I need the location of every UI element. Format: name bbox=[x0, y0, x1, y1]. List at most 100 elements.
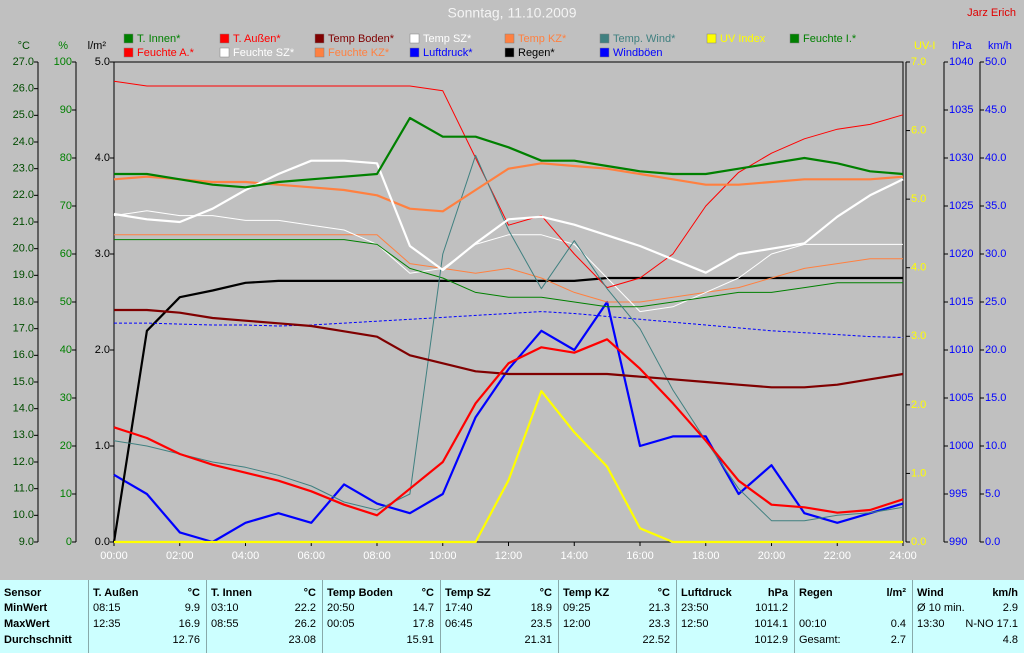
legend-label: Windböen bbox=[613, 47, 663, 59]
header-cell: T. Innen °C bbox=[211, 586, 316, 601]
cell-value: 1014.1 bbox=[754, 618, 788, 630]
table-cell: 4.8 bbox=[917, 633, 1018, 648]
legend-label: T. Innen* bbox=[137, 33, 181, 45]
header-unit: °C bbox=[539, 587, 552, 599]
legend-swatch bbox=[123, 33, 134, 44]
legend-label: Temp. Wind* bbox=[613, 33, 676, 45]
legend-swatch bbox=[599, 47, 610, 58]
y-tick-label: 17.0 bbox=[13, 323, 34, 335]
legend-swatch bbox=[314, 47, 325, 58]
y-tick-label: 25.0 bbox=[13, 109, 34, 121]
y-tick-label: 1000 bbox=[949, 440, 973, 452]
header-unit: hPa bbox=[767, 587, 788, 599]
y-tick-label: 19.0 bbox=[13, 269, 34, 281]
table-cell: 13:30 N-NO 17.1 bbox=[917, 617, 1018, 632]
x-tick-label: 10:00 bbox=[429, 550, 457, 562]
y-tick-label: 1040 bbox=[949, 56, 973, 68]
x-tick-label: 18:00 bbox=[692, 550, 720, 562]
cell-value: 4.8 bbox=[1002, 634, 1018, 646]
header-cell: Luftdruck hPa bbox=[681, 586, 788, 601]
x-tick-label: 12:00 bbox=[495, 550, 523, 562]
table-cell: 00:10 0.4 bbox=[799, 617, 906, 632]
y-tick-label: 0.0 bbox=[95, 536, 110, 548]
legend-label: Feuchte I.* bbox=[803, 33, 857, 45]
y-tick-label: 12.0 bbox=[13, 456, 34, 468]
legend-label: Feuchte A.* bbox=[137, 47, 195, 59]
y-tick-label: 23.0 bbox=[13, 163, 34, 175]
header-name: Temp Boden bbox=[327, 587, 393, 599]
y-tick-label: 995 bbox=[949, 488, 967, 500]
table-cell: 17:40 18.9 bbox=[445, 601, 552, 616]
y-tick-label: 1020 bbox=[949, 248, 973, 260]
legend-swatch bbox=[409, 33, 420, 44]
legend-swatch bbox=[409, 47, 420, 58]
series-line bbox=[113, 210, 903, 313]
y-tick-label: 40 bbox=[60, 344, 72, 356]
y-tick-label: 10.0 bbox=[13, 509, 34, 521]
header-name: Wind bbox=[917, 587, 944, 599]
y-tick-label: 14.0 bbox=[13, 403, 34, 415]
table-cell: Gesamt: 2.7 bbox=[799, 633, 906, 648]
table-cell bbox=[799, 601, 906, 616]
cell-value: 9.9 bbox=[184, 602, 200, 614]
table-cell: 08:55 26.2 bbox=[211, 617, 316, 632]
legend-label: Temp Boden* bbox=[328, 33, 395, 45]
legend-swatch bbox=[219, 47, 230, 58]
cell-value: 15.91 bbox=[406, 634, 434, 646]
table-column: Temp KZ °C 09:25 21.3 12:00 23.3 22.52 bbox=[558, 580, 676, 653]
legend-swatch bbox=[314, 33, 325, 44]
header-cell: Temp SZ °C bbox=[445, 586, 552, 601]
legend-swatch bbox=[599, 33, 610, 44]
y-tick-label: 80 bbox=[60, 152, 72, 164]
header-name: T. Außen bbox=[93, 587, 139, 599]
author: Jarz Erich bbox=[967, 7, 1016, 19]
cell-value: 22.52 bbox=[642, 634, 670, 646]
series-line bbox=[113, 159, 904, 274]
header-cell: Regen l/m² bbox=[799, 586, 906, 601]
chart: Sonntag, 11.10.2009 Jarz Erich 00:00 02:0… bbox=[13, 5, 1016, 562]
summary-table: Sensor MinWert MaxWert Durchschnitt T. Außen… bbox=[0, 580, 1024, 653]
table-cell: 23.08 bbox=[211, 633, 316, 648]
header-unit: °C bbox=[421, 587, 434, 599]
cell-value: 12.76 bbox=[172, 634, 200, 646]
series-line bbox=[113, 338, 904, 517]
cell-time: 12:35 bbox=[93, 618, 121, 630]
y-tick-label: 70 bbox=[60, 200, 72, 212]
legend-swatch bbox=[789, 33, 800, 44]
legend-swatch bbox=[706, 33, 717, 44]
cell-time: 17:40 bbox=[445, 602, 473, 614]
table-cell: 12:00 23.3 bbox=[563, 617, 670, 632]
y-tick-label: 26.0 bbox=[13, 83, 34, 95]
series-line bbox=[113, 162, 904, 213]
table-cell: 03:10 22.2 bbox=[211, 601, 316, 616]
y-tick-label: 0 bbox=[66, 536, 72, 548]
series-line bbox=[114, 239, 903, 308]
cell-value: 22.2 bbox=[294, 602, 316, 614]
table-column: Sensor MinWert MaxWert Durchschnitt bbox=[0, 580, 88, 653]
y-tick-label: 24.0 bbox=[13, 136, 34, 148]
series-line bbox=[113, 300, 904, 544]
cell-value: 21.31 bbox=[524, 634, 552, 646]
cell-value: 2.7 bbox=[890, 634, 906, 646]
header-unit: °C bbox=[187, 587, 200, 599]
cell-value: N-NO 17.1 bbox=[965, 618, 1018, 630]
row-label: Durchschnitt bbox=[4, 634, 72, 646]
cell-time: 08:55 bbox=[211, 618, 239, 630]
y-tick-label: 20.0 bbox=[985, 344, 1006, 356]
y-tick-label: 0.0 bbox=[985, 536, 1000, 548]
table-column: Regen l/m² 00:10 0.4 Gesamt: 2.7 bbox=[794, 580, 912, 653]
table-cell: 23:50 1011.2 bbox=[681, 601, 788, 616]
series-line bbox=[114, 116, 904, 189]
cell-value: 1012.9 bbox=[754, 634, 788, 646]
axis-unit: UV-I bbox=[914, 40, 935, 52]
series-line bbox=[113, 80, 904, 289]
y-tick-label: 990 bbox=[949, 536, 967, 548]
legend-swatch bbox=[504, 33, 515, 44]
y-tick-label: 21.0 bbox=[13, 216, 34, 228]
table-cell: 12:50 1014.1 bbox=[681, 617, 788, 632]
y-tick-label: 27.0 bbox=[13, 56, 34, 68]
table-cell: 20:50 14.7 bbox=[327, 601, 434, 616]
y-tick-label: 30.0 bbox=[985, 248, 1006, 260]
cell-time: 20:50 bbox=[327, 602, 355, 614]
